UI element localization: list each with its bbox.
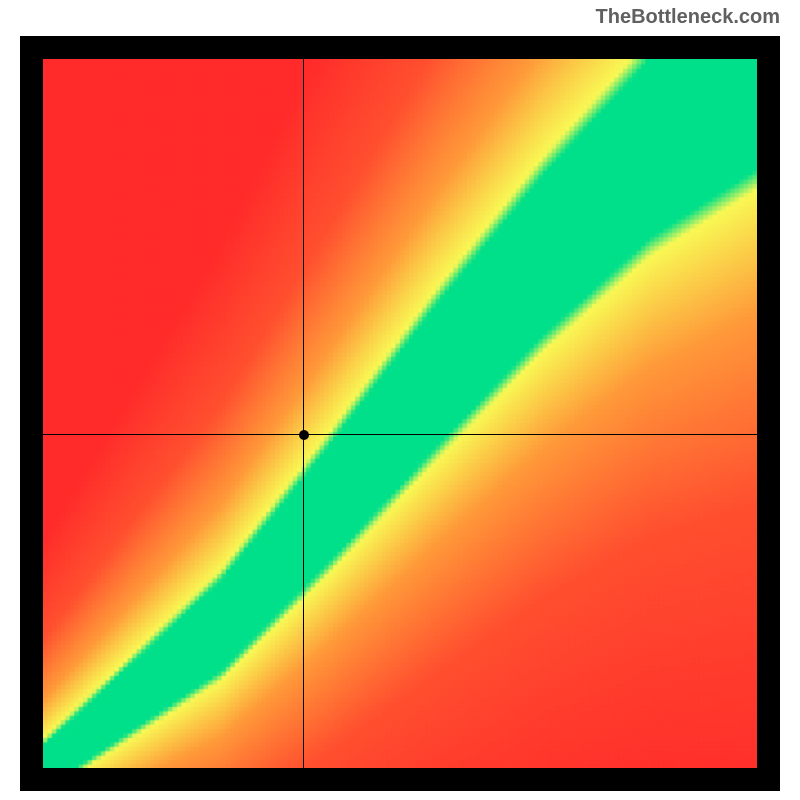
heatmap-canvas	[43, 59, 757, 768]
crosshair-marker	[299, 430, 309, 440]
crosshair-horizontal	[43, 434, 757, 435]
crosshair-vertical	[303, 59, 304, 768]
attribution-text: TheBottleneck.com	[596, 6, 780, 29]
chart-container: TheBottleneck.com	[0, 0, 800, 800]
plot-area	[43, 59, 757, 768]
